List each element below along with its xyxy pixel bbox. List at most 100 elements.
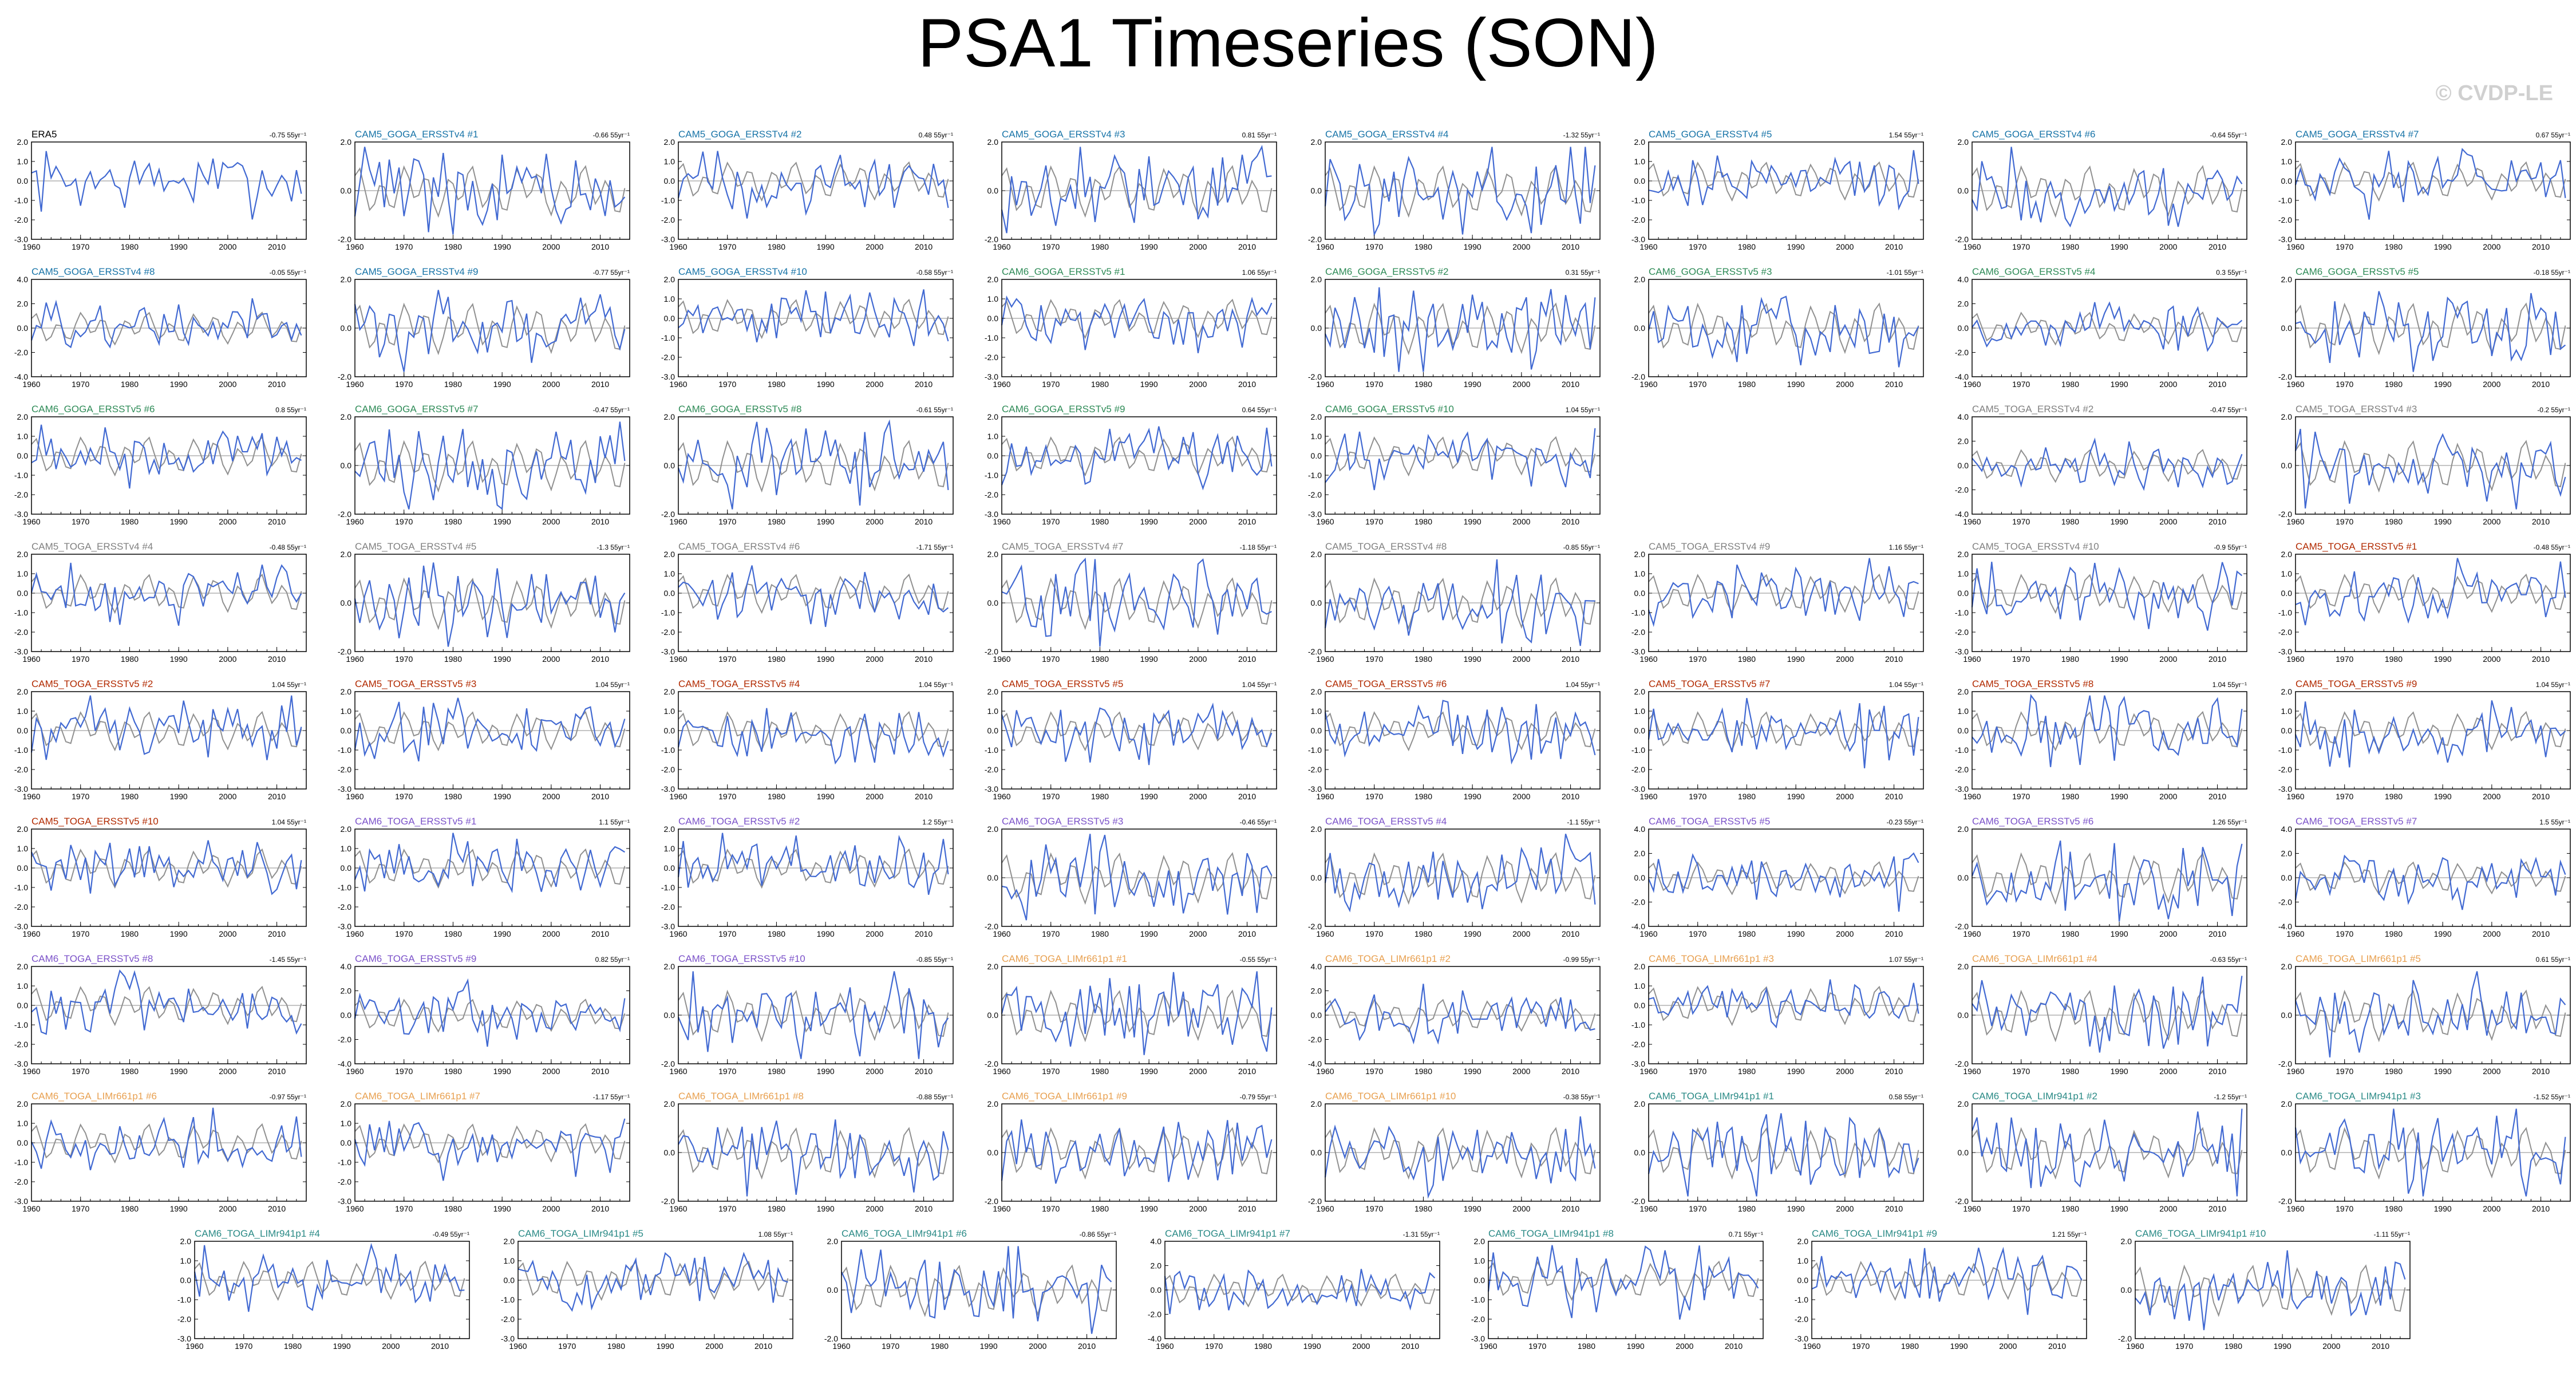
panel-trend: -0.2 55yr⁻¹ xyxy=(2537,406,2570,414)
y-tick-label: 2.0 xyxy=(1311,137,1322,147)
series-line xyxy=(1649,150,1918,208)
x-tick-label: 1990 xyxy=(1787,380,1805,389)
panel-trend: -1.45 55yr⁻¹ xyxy=(270,956,306,964)
y-tick-label: 0.0 xyxy=(341,323,352,333)
timeseries-panel: CAM5_TOGA_ERSSTv4 #6 -1.71 55yr⁻¹ 2.0 1.0 0.… xyxy=(650,539,959,669)
y-tick-label: 2.0 xyxy=(1958,299,1969,309)
x-tick-label: 1980 xyxy=(1415,654,1432,664)
series-line xyxy=(1325,834,1595,911)
y-tick-label: 1.0 xyxy=(341,1119,352,1128)
x-tick-label: 1990 xyxy=(170,242,188,251)
y-tick-label: 2.0 xyxy=(2281,962,2293,971)
panel-trend: 1.5 55yr⁻¹ xyxy=(2539,818,2570,826)
y-tick-label: 2.0 xyxy=(2121,1237,2132,1246)
x-tick-label: 1980 xyxy=(444,929,462,938)
panel-trend: 1.21 55yr⁻¹ xyxy=(2052,1230,2087,1238)
x-tick-label: 1980 xyxy=(1738,792,1756,801)
panel-svg: CAM5_TOGA_ERSSTv4 #6 -1.71 55yr⁻¹ 2.0 1.0 0.… xyxy=(650,539,959,669)
x-tick-label: 2010 xyxy=(591,792,609,801)
x-tick-label: 1990 xyxy=(1464,654,1481,664)
y-tick-label: -2.0 xyxy=(14,215,28,224)
y-tick-label: -2.0 xyxy=(1308,490,1322,499)
x-tick-label: 1960 xyxy=(993,929,1010,938)
y-tick-label: 2.0 xyxy=(1311,275,1322,284)
timeseries-panel: CAM5_TOGA_ERSSTv4 #2 -0.47 55yr⁻¹ 4.0 2.0 0.… xyxy=(1943,402,2253,531)
x-tick-label: 1990 xyxy=(1464,1204,1481,1213)
x-tick-label: 2010 xyxy=(2532,1067,2550,1076)
y-tick-label: 1.0 xyxy=(17,707,29,716)
x-tick-label: 1970 xyxy=(1689,380,1706,389)
plot-frame xyxy=(31,142,306,239)
x-tick-label: 2010 xyxy=(1562,654,1579,664)
x-tick-label: 2010 xyxy=(2532,792,2550,801)
panel-trend: 0.61 55yr⁻¹ xyxy=(2536,956,2570,964)
y-tick-label: 2.0 xyxy=(1311,550,1322,559)
x-tick-label: 2000 xyxy=(866,380,883,389)
x-tick-label: 2010 xyxy=(1562,380,1579,389)
y-tick-label: 2.0 xyxy=(987,962,999,971)
panel-trend: -0.05 55yr⁻¹ xyxy=(270,269,306,277)
x-tick-label: 1970 xyxy=(2012,1204,2030,1213)
panel-svg: CAM5_GOGA_ERSSTv4 #1 -0.66 55yr⁻¹2.00.0-2… xyxy=(326,127,635,257)
x-tick-label: 1970 xyxy=(1042,517,1060,526)
x-tick-label: 1970 xyxy=(2336,792,2353,801)
series-line xyxy=(31,563,301,626)
y-tick-label: -1.0 xyxy=(14,745,28,755)
x-tick-label: 1990 xyxy=(2111,517,2128,526)
y-tick-label: 0.0 xyxy=(1311,186,1322,195)
x-tick-label: 2010 xyxy=(591,1067,609,1076)
y-tick-label: -1.0 xyxy=(1308,745,1322,755)
y-tick-label: 1.0 xyxy=(1311,432,1322,441)
y-tick-label: 0.0 xyxy=(664,863,675,873)
x-tick-label: 2000 xyxy=(1352,1341,1370,1351)
ensemble-series-line xyxy=(355,167,625,216)
timeseries-panel: CAM6_GOGA_ERSSTv5 #1 1.06 55yr⁻¹ 2.0 1.0 0.0… xyxy=(973,265,1282,394)
x-tick-label: 1970 xyxy=(395,929,413,938)
ensemble-series-line xyxy=(678,712,948,750)
y-tick-label: -1.0 xyxy=(1471,1295,1485,1304)
timeseries-panel: CAM5_GOGA_ERSSTv4 #3 0.81 55yr⁻¹ 2.0 0.0 -2.… xyxy=(973,127,1282,257)
y-tick-label: 2.0 xyxy=(504,1237,515,1246)
x-tick-label: 2010 xyxy=(1885,654,1903,664)
series-line xyxy=(1649,980,1918,1027)
y-tick-label: 0.0 xyxy=(1958,589,1969,598)
y-tick-label: -2.0 xyxy=(14,490,28,499)
timeseries-panel: CAM6_TOGA_LIMr661p1 #6 -0.97 55yr⁻¹ 2.0 1.0… xyxy=(3,1089,312,1218)
x-tick-label: 2000 xyxy=(2483,517,2500,526)
panel-svg: CAM6_TOGA_ERSSTv5 #1 1.1 55yr⁻¹ 2.0 1.0 0.0 -… xyxy=(326,814,635,944)
ensemble-series-line xyxy=(31,712,301,750)
panel-svg: CAM6_TOGA_LIMr941p1 #6 -0.86 55yr⁻¹2.00.0… xyxy=(813,1226,1122,1356)
x-tick-label: 2000 xyxy=(542,1204,560,1213)
y-tick-label: 2.0 xyxy=(17,687,29,696)
timeseries-panel: CAM5_TOGA_ERSSTv4 #3 -0.2 55yr⁻¹ 2.0 0.0 -2.… xyxy=(2267,402,2576,531)
x-tick-label: 1970 xyxy=(1042,1067,1060,1076)
panel-title: CAM6_TOGA_ERSSTv5 #7 xyxy=(2296,816,2417,827)
x-tick-label: 1990 xyxy=(817,1204,835,1213)
x-tick-label: 2000 xyxy=(866,1067,883,1076)
panel-svg: CAM6_TOGA_ERSSTv5 #6 1.26 55yr⁻¹2.00.0-2.… xyxy=(1943,814,2253,944)
panel-svg: CAM6_GOGA_ERSSTv5 #5 -0.18 55yr⁻¹2.00.0-2… xyxy=(2267,265,2576,394)
x-tick-label: 2000 xyxy=(866,1204,883,1213)
x-tick-label: 1970 xyxy=(395,517,413,526)
x-tick-label: 1970 xyxy=(72,792,89,801)
y-tick-label: 1.0 xyxy=(664,844,675,853)
panel-title: CAM6_TOGA_LIMr661p1 #4 xyxy=(1972,953,2097,964)
y-tick-label: -1.0 xyxy=(661,608,675,617)
x-tick-label: 1980 xyxy=(444,380,462,389)
y-tick-label: 1.0 xyxy=(987,707,999,716)
panel-trend: -0.99 55yr⁻¹ xyxy=(1563,956,1600,964)
panel-title: CAM6_TOGA_LIMr941p1 #8 xyxy=(1488,1228,1614,1239)
panel-trend: -1.01 55yr⁻¹ xyxy=(1887,269,1923,277)
x-tick-label: 2010 xyxy=(2208,380,2226,389)
panel-title: CAM5_TOGA_ERSSTv5 #1 xyxy=(2296,541,2417,552)
x-tick-label: 1960 xyxy=(22,1067,40,1076)
x-tick-label: 1980 xyxy=(1091,654,1109,664)
x-tick-label: 1970 xyxy=(718,1204,736,1213)
x-tick-label: 1990 xyxy=(170,517,188,526)
panel-trend: 0.58 55yr⁻¹ xyxy=(1889,1093,1923,1101)
x-tick-label: 1980 xyxy=(607,1341,625,1351)
x-tick-label: 1980 xyxy=(2385,792,2403,801)
y-tick-label: -2.0 xyxy=(338,1035,351,1044)
panel-trend: -1.18 55yr⁻¹ xyxy=(1240,543,1277,551)
x-tick-label: 1990 xyxy=(1303,1341,1321,1351)
